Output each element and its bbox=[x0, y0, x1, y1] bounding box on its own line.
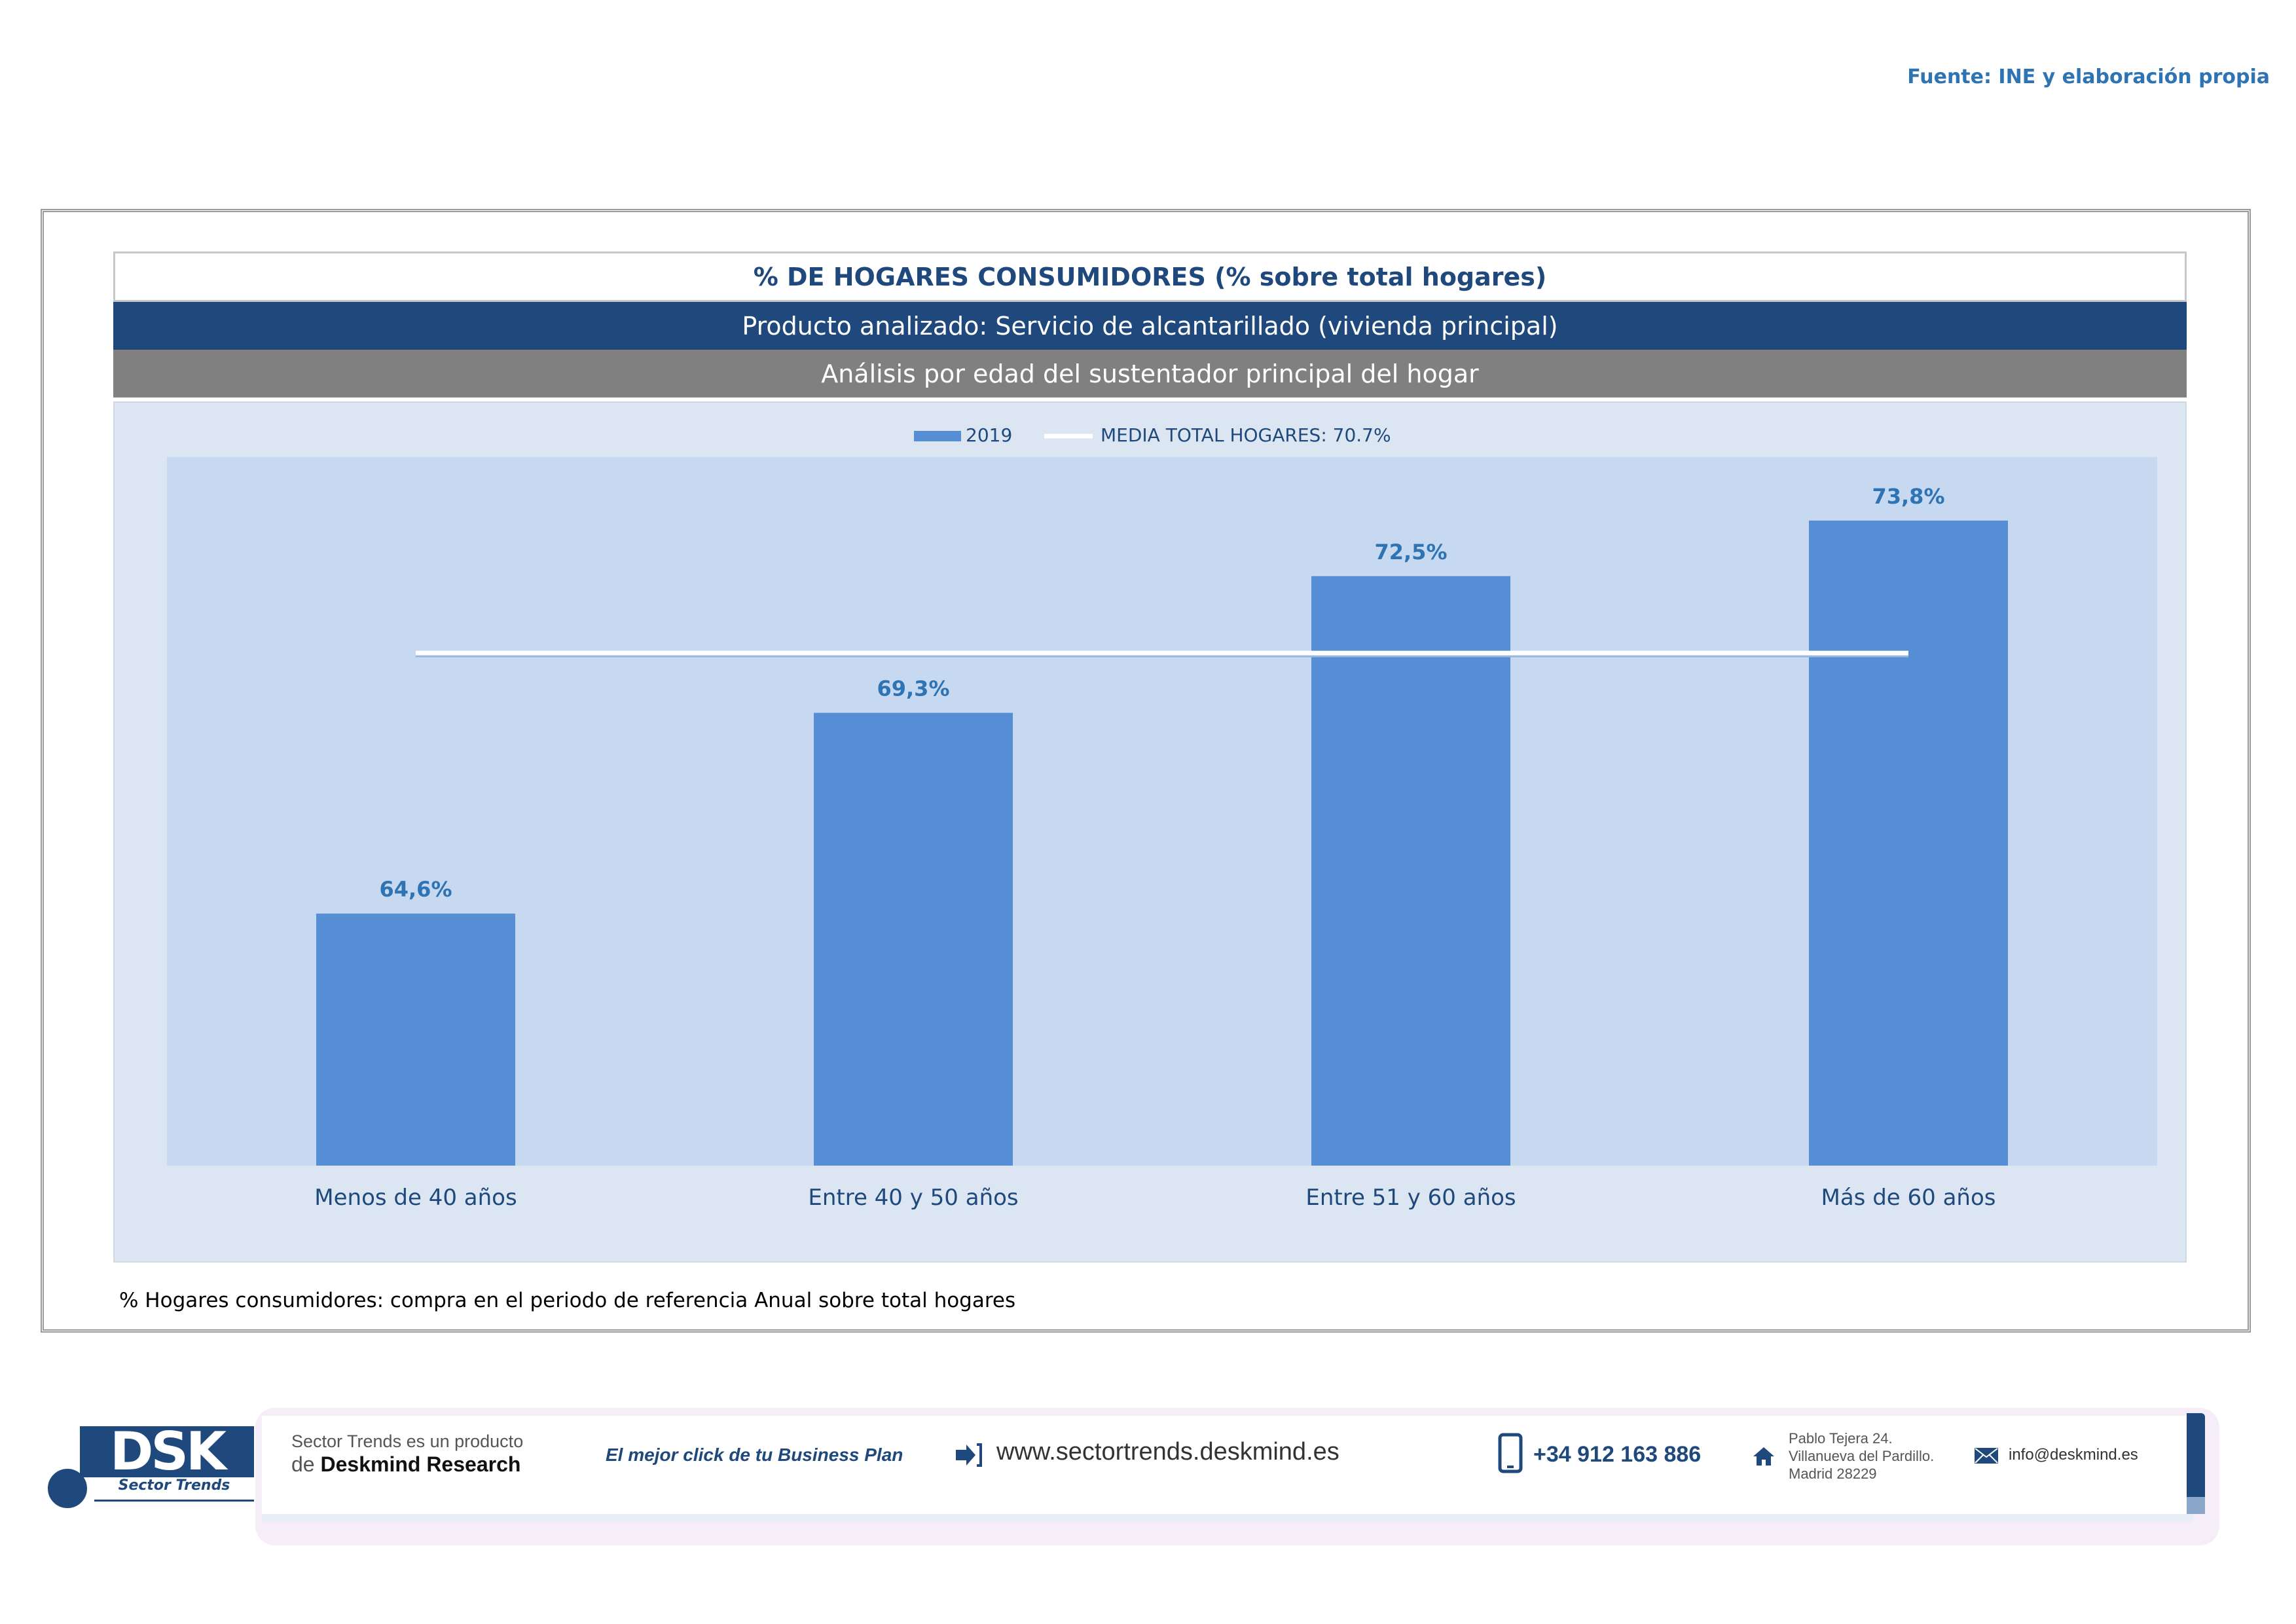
legend-label-media: MEDIA TOTAL HOGARES: 70.7% bbox=[1101, 424, 1391, 446]
footnote: % Hogares consumidores: compra en el per… bbox=[119, 1289, 1016, 1312]
address-line2: Villanueva del Pardillo. bbox=[1789, 1448, 1935, 1464]
chart-area: 2019 MEDIA TOTAL HOGARES: 70.7% 64,6% 69,… bbox=[113, 401, 2187, 1263]
product-banner: Producto analizado: Servicio de alcantar… bbox=[113, 302, 2187, 350]
category-label-3: Entre 51 y 60 años bbox=[1305, 1185, 1516, 1211]
bar-4 bbox=[1809, 521, 2008, 1166]
phone-number: +34 912 163 886 bbox=[1533, 1442, 1702, 1467]
bar-1 bbox=[316, 913, 515, 1166]
footer-banner-inner bbox=[262, 1416, 2193, 1522]
reference-line-group bbox=[416, 650, 1908, 657]
source-label: Fuente: INE y elaboración propia bbox=[1907, 65, 2270, 88]
arrow-right-icon bbox=[955, 1442, 983, 1468]
banner-accent-light bbox=[2187, 1497, 2205, 1514]
bar-2 bbox=[814, 712, 1013, 1166]
category-label-2: Entre 40 y 50 años bbox=[808, 1185, 1018, 1211]
slogan: El mejor click de tu Business Plan bbox=[606, 1445, 903, 1465]
data-label-3: 72,5% bbox=[1374, 540, 1447, 564]
data-label-4: 73,8% bbox=[1872, 484, 1944, 509]
analysis-banner: Análisis por edad del sustentador princi… bbox=[113, 350, 2187, 397]
chart-title: % DE HOGARES CONSUMIDORES (% sobre total… bbox=[113, 251, 2187, 302]
report-frame bbox=[41, 209, 2251, 1333]
dsk-logo: DSK bbox=[80, 1426, 254, 1478]
bars-group bbox=[316, 521, 2008, 1166]
logo-subtitle: Sector Trends bbox=[94, 1477, 254, 1502]
category-labels-group: Menos de 40 años Entre 40 y 50 años Entre … bbox=[314, 1185, 1995, 1211]
mail-icon bbox=[1974, 1447, 1999, 1464]
bar-3 bbox=[1311, 576, 1510, 1166]
tagline-brand: Deskmind Research bbox=[320, 1452, 521, 1476]
email-link[interactable]: info@deskmind.es bbox=[2009, 1446, 2138, 1464]
category-label-4: Más de 60 años bbox=[1821, 1185, 1996, 1211]
data-label-2: 69,3% bbox=[877, 676, 949, 701]
phone-icon bbox=[1498, 1433, 1523, 1473]
home-icon bbox=[1752, 1446, 1776, 1467]
data-label-1: 64,6% bbox=[379, 877, 452, 902]
tagline-line2: de Deskmind Research bbox=[291, 1452, 520, 1477]
website-link[interactable]: www.sectortrends.deskmind.es bbox=[996, 1438, 1339, 1466]
bar-chart: 2019 MEDIA TOTAL HOGARES: 70.7% 64,6% 69,… bbox=[167, 424, 2157, 1211]
tagline-line1: Sector Trends es un producto bbox=[291, 1431, 524, 1451]
tagline-prefix: de bbox=[291, 1452, 315, 1476]
banner-accent bbox=[2187, 1413, 2205, 1497]
category-label-1: Menos de 40 años bbox=[314, 1185, 517, 1211]
legend-swatch-2019 bbox=[914, 431, 961, 441]
address-line1: Pablo Tejera 24. bbox=[1789, 1430, 1893, 1447]
footer: DSK Sector Trends Sector Trends es un pr… bbox=[39, 1408, 2265, 1545]
legend-label-2019: 2019 bbox=[966, 424, 1012, 446]
address-line3: Madrid 28229 bbox=[1789, 1466, 1877, 1482]
data-labels-group: 64,6% 69,3% 72,5% 73,8% bbox=[379, 484, 1944, 902]
